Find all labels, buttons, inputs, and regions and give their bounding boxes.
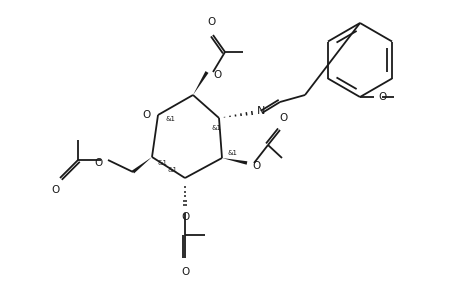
Text: O: O xyxy=(279,113,287,123)
Polygon shape xyxy=(132,157,152,173)
Text: &1: &1 xyxy=(212,125,222,131)
Text: O: O xyxy=(181,267,189,277)
Text: O: O xyxy=(95,158,103,168)
Text: O: O xyxy=(51,185,59,195)
Text: &1: &1 xyxy=(227,150,237,156)
Text: O: O xyxy=(143,110,151,120)
Text: N: N xyxy=(257,106,265,116)
Text: O: O xyxy=(378,92,386,102)
Text: O: O xyxy=(213,70,221,80)
Text: O: O xyxy=(252,161,260,171)
Text: &1: &1 xyxy=(166,116,176,122)
Polygon shape xyxy=(193,71,208,95)
Text: O: O xyxy=(207,17,215,27)
Text: &1: &1 xyxy=(167,167,177,173)
Text: &1: &1 xyxy=(157,160,167,166)
Text: O: O xyxy=(182,212,190,222)
Polygon shape xyxy=(222,158,247,165)
